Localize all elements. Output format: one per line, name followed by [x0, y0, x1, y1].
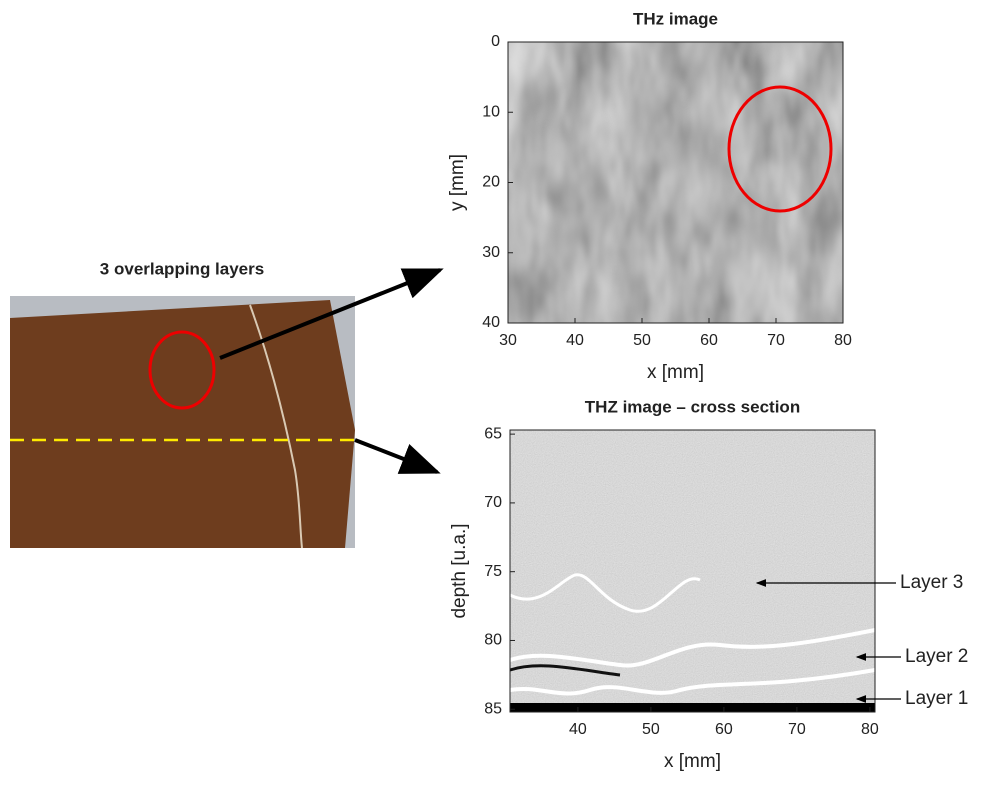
y-tick-label: 70 — [484, 494, 502, 511]
annotation: Layer 1 — [905, 688, 968, 709]
cross-section-image — [510, 430, 875, 712]
x-tick-label: 50 — [633, 332, 651, 349]
x-axis-label: x [mm] — [664, 751, 721, 772]
x-tick-label: 40 — [566, 332, 584, 349]
figure: 3 overlapping layers THz image x [mm] y [m… — [0, 0, 991, 796]
annotation: Layer 3 — [900, 572, 963, 593]
x-tick-label: 40 — [569, 721, 587, 738]
y-tick-label: 30 — [482, 244, 500, 261]
chart-title: THz image — [633, 9, 718, 28]
y-tick-label: 85 — [484, 700, 502, 717]
x-tick-label: 70 — [788, 721, 806, 738]
y-tick-label: 80 — [484, 632, 502, 649]
x-axis-label: x [mm] — [647, 362, 704, 383]
thz-image — [508, 42, 843, 323]
y-axis-label: y [mm] — [447, 154, 468, 211]
x-tick-label: 80 — [861, 721, 879, 738]
x-tick-label: 70 — [767, 332, 785, 349]
x-tick-label: 60 — [715, 721, 733, 738]
y-tick-label: 40 — [482, 314, 500, 331]
y-axis-label: depth [u.a.] — [449, 523, 470, 618]
y-tick-label: 20 — [482, 174, 500, 191]
annotation: Layer 2 — [905, 646, 968, 667]
x-tick-label: 80 — [834, 332, 852, 349]
x-tick-label: 60 — [700, 332, 718, 349]
photo — [10, 296, 355, 548]
y-tick-label: 10 — [482, 103, 500, 120]
x-tick-label: 50 — [642, 721, 660, 738]
y-tick-label: 65 — [484, 425, 502, 442]
chart-title: THZ image – cross section — [585, 397, 800, 416]
arrow — [355, 440, 437, 472]
photo-title: 3 overlapping layers — [100, 259, 264, 278]
y-tick-label: 75 — [484, 563, 502, 580]
y-tick-label: 0 — [491, 33, 500, 50]
x-tick-label: 30 — [499, 332, 517, 349]
